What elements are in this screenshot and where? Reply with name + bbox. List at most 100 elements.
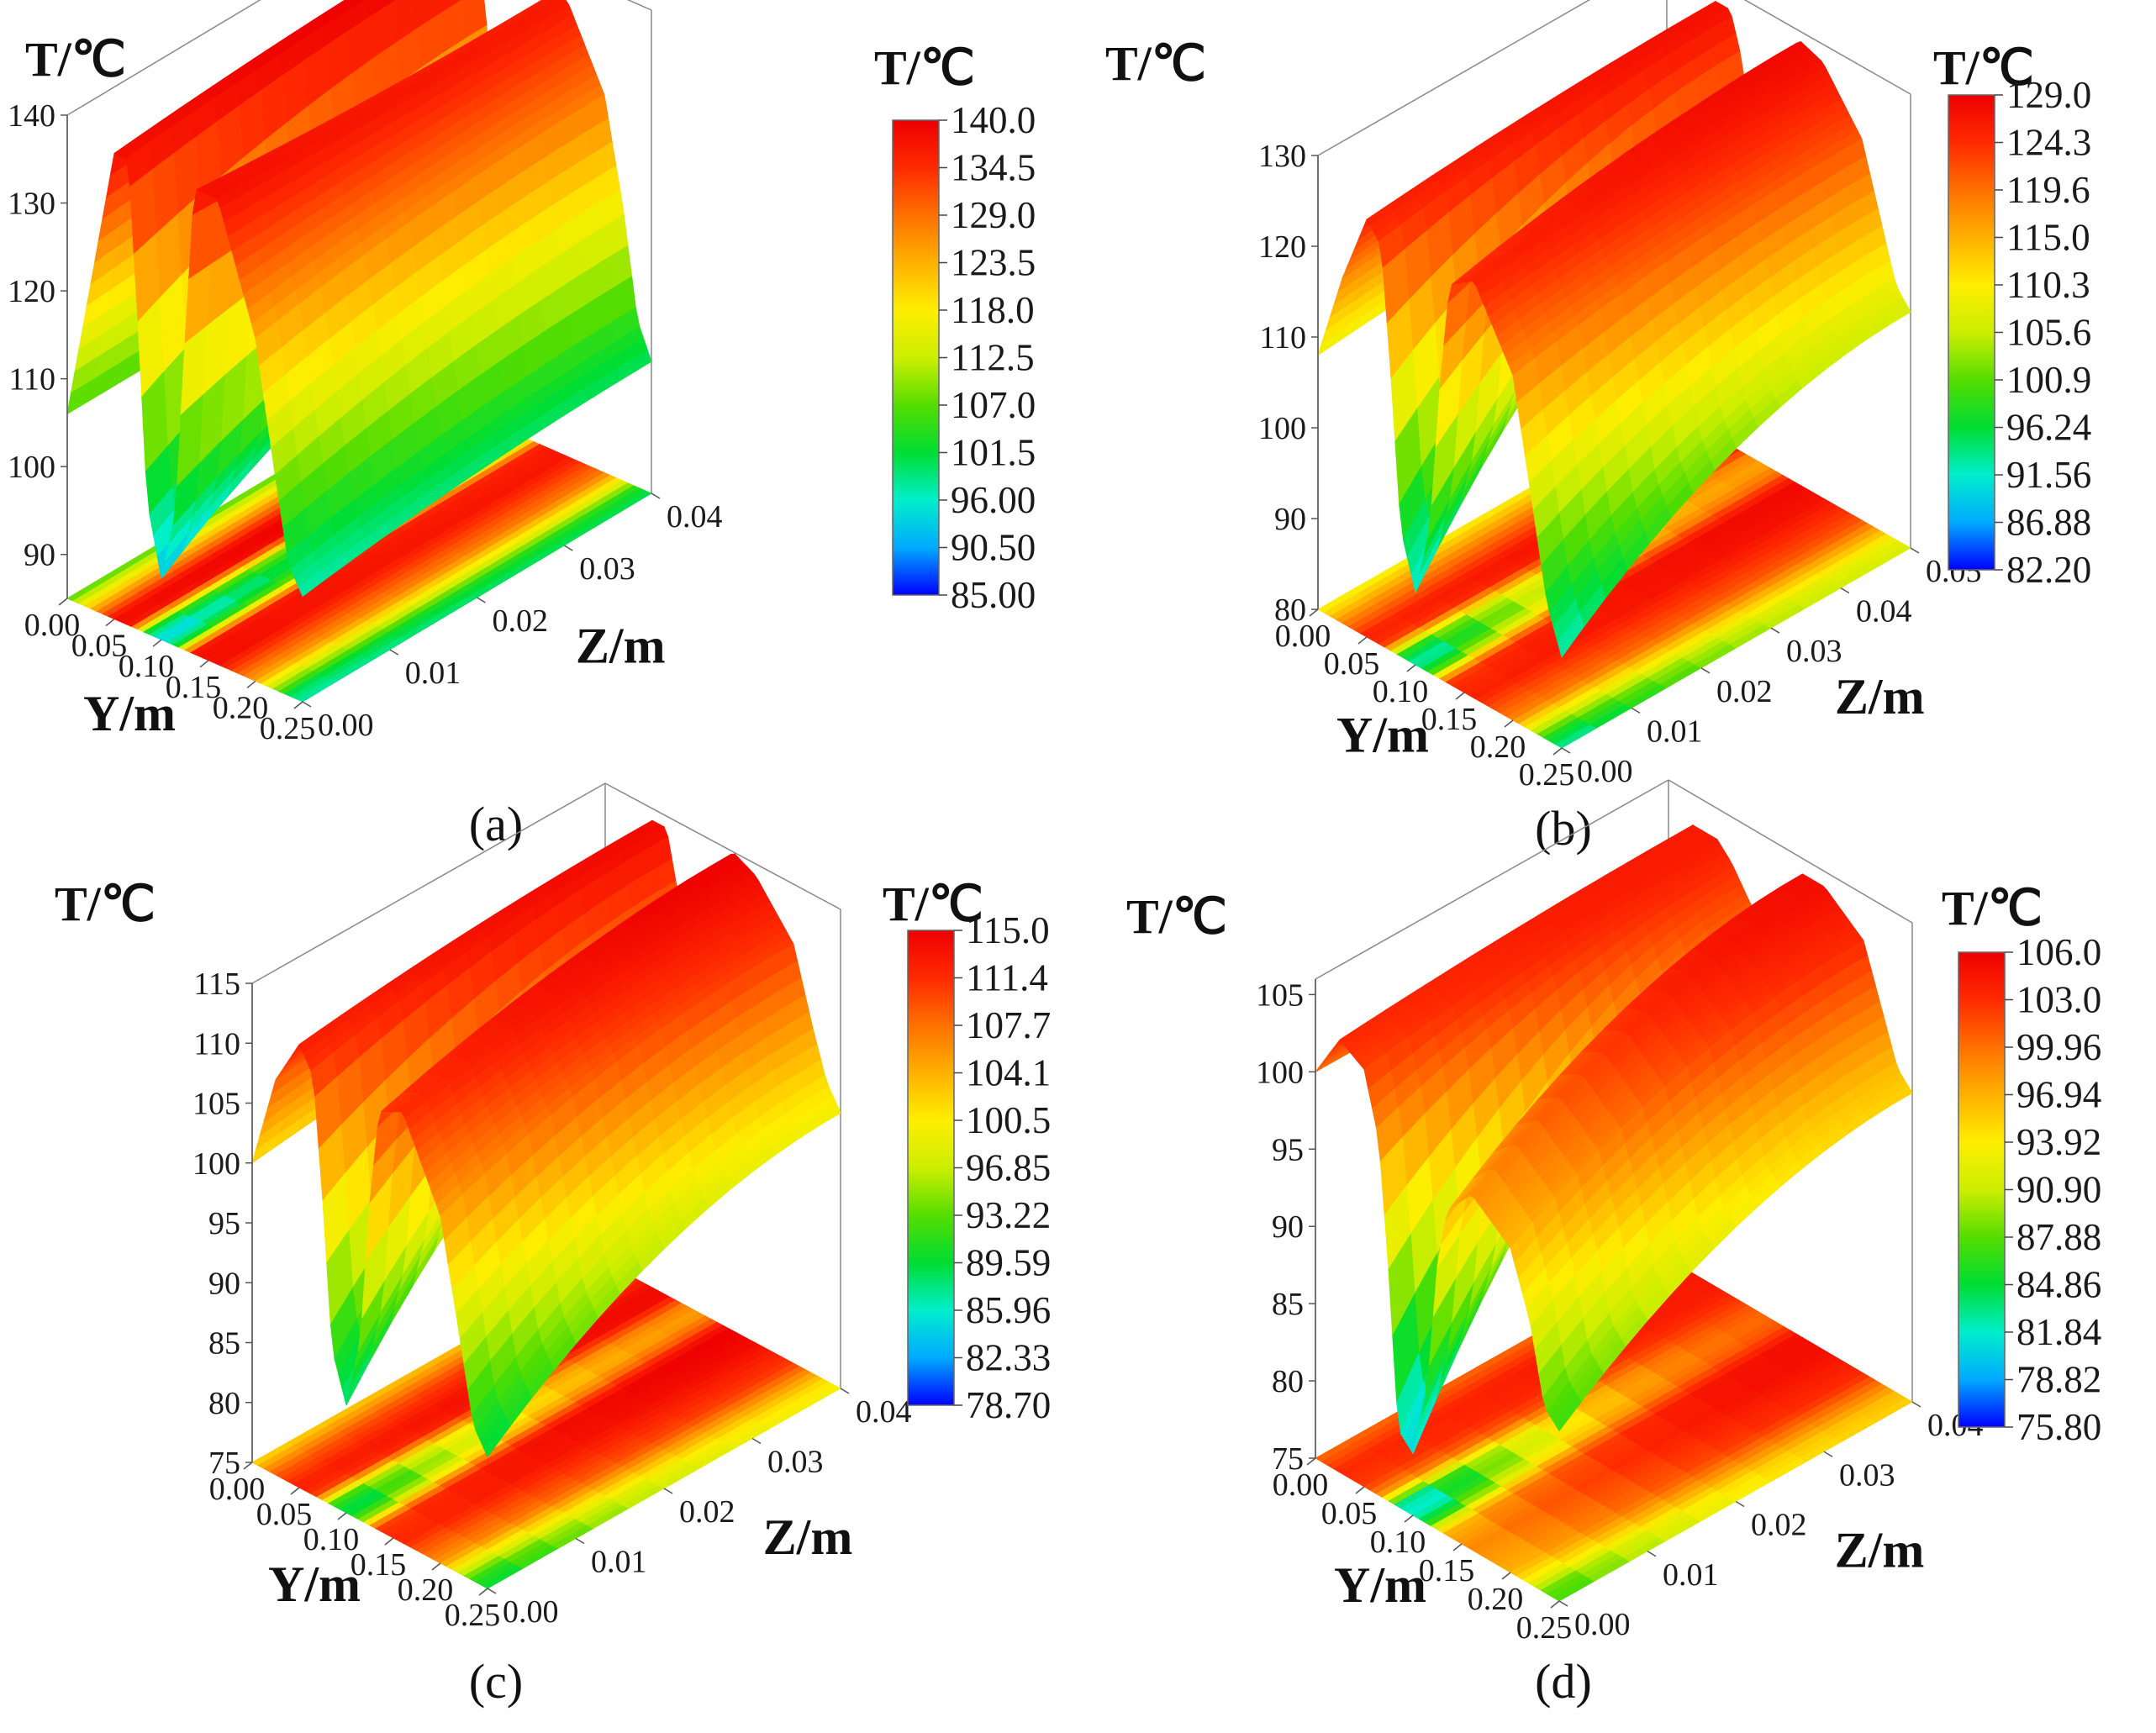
- colorbar-tick-label: 115.0: [966, 909, 1050, 951]
- colorbar-tick-label: 123.5: [951, 242, 1036, 284]
- z-tick-label: 90: [208, 1266, 240, 1301]
- depth-tick-mark: [563, 545, 573, 551]
- depth-tick-mark: [1910, 547, 1920, 554]
- colorbar: T/℃115.0111.4107.7104.1100.596.8593.2289…: [883, 877, 1051, 1426]
- y-tick-mark: [1504, 719, 1514, 728]
- z-tick-label: 140: [8, 98, 55, 134]
- depth-tick-mark: [1561, 747, 1571, 754]
- z-tick-label: 115: [193, 967, 240, 1002]
- z-tick-label: 85: [208, 1326, 240, 1362]
- z-axis-label: T/℃: [1105, 36, 1206, 91]
- y-tick-label: 0.20: [1470, 730, 1526, 765]
- colorbar-tick-label: 96.85: [966, 1147, 1051, 1189]
- depth-tick-label: 0.00: [503, 1594, 559, 1630]
- colorbar-tick-label: 85.96: [966, 1289, 1051, 1331]
- z-tick-label: 80: [208, 1386, 240, 1421]
- depth-tick-mark: [663, 1488, 673, 1494]
- depth-tick-mark: [477, 597, 486, 603]
- box-edge: [66, 0, 261, 116]
- depth-tick-label: 0.03: [1786, 634, 1842, 669]
- temperature-surface: [66, 0, 652, 598]
- z-tick-label: 130: [1258, 139, 1306, 174]
- colorbar-gradient: [907, 930, 955, 1406]
- colorbar: T/℃140.0134.5129.0123.5118.0112.5107.010…: [874, 40, 1036, 616]
- z-tick-label: 100: [8, 450, 55, 485]
- depth-tick-mark: [1631, 707, 1641, 714]
- colorbar-tick-label: 115.0: [2006, 217, 2090, 259]
- panel-label: (c): [469, 1654, 523, 1709]
- y-axis-label: Y/m: [268, 1557, 361, 1612]
- y-tick-label: 0.25: [1519, 757, 1575, 793]
- z-tick-label: 90: [1274, 502, 1306, 537]
- colorbar-tick-label: 107.7: [966, 1004, 1051, 1046]
- y-tick-mark: [431, 1562, 441, 1571]
- colorbar-gradient: [1948, 94, 1995, 571]
- colorbar-tick-label: 93.22: [966, 1194, 1051, 1236]
- depth-tick-label: 0.04: [856, 1394, 912, 1430]
- y-axis-label: Y/m: [1336, 708, 1429, 763]
- colorbar-tick-label: 110.3: [2006, 264, 2090, 306]
- chart-panel-d: 75808590951001050.000.050.100.150.200.25…: [1126, 779, 2101, 1709]
- colorbar-tick-label: 82.33: [966, 1337, 1051, 1379]
- colorbar-tick-label: 105.6: [2006, 312, 2091, 354]
- z-axis-label: T/℃: [55, 877, 156, 931]
- depth-tick-label: 0.00: [318, 708, 374, 743]
- y-axis-label: Y/m: [83, 686, 176, 741]
- chart-panel-b: 80901001101201300.000.050.100.150.200.25…: [1105, 0, 2091, 856]
- colorbar-tick-label: 91.56: [2006, 454, 2091, 496]
- colorbar-tick-label: 124.3: [2006, 122, 2091, 164]
- depth-tick-mark: [389, 649, 399, 656]
- y-tick-mark: [105, 619, 115, 627]
- y-tick-mark: [246, 680, 256, 688]
- z-tick-label: 110: [193, 1026, 240, 1061]
- depth-tick-label: 0.02: [493, 603, 549, 639]
- y-tick-mark: [1552, 747, 1563, 756]
- depth-tick-label: 0.01: [591, 1545, 647, 1580]
- colorbar-tick-label: 107.0: [951, 384, 1036, 426]
- depth-tick-label: 0.03: [579, 551, 635, 587]
- depth-tick-label: 0.00: [1577, 754, 1633, 789]
- colorbar-tick-label: 129.0: [2006, 74, 2091, 116]
- z-tick-label: 110: [8, 362, 55, 398]
- depth-tick-mark: [302, 701, 312, 708]
- y-tick-mark: [58, 598, 68, 606]
- y-tick-mark: [199, 660, 209, 668]
- depth-axis-label: Z/m: [763, 1509, 853, 1565]
- colorbar-tick-label: 78.70: [966, 1384, 1051, 1426]
- depth-tick-mark: [1700, 667, 1711, 674]
- z-tick-label: 110: [1259, 320, 1306, 356]
- y-tick-label: 0.25: [445, 1598, 501, 1633]
- y-tick-mark: [1357, 636, 1368, 645]
- y-tick-mark: [293, 701, 303, 709]
- colorbar-tick-label: 140.0: [951, 99, 1036, 141]
- y-tick-label: 0.25: [260, 711, 316, 746]
- y-tick-mark: [243, 1462, 253, 1470]
- depth-tick-label: 0.01: [1647, 714, 1703, 749]
- y-tick-label: 0.05: [1324, 646, 1380, 682]
- y-tick-label: 0.00: [1275, 619, 1331, 654]
- depth-axis-label: Z/m: [576, 619, 666, 674]
- depth-tick-mark: [1770, 627, 1780, 634]
- panel-label: (a): [469, 797, 523, 851]
- y-tick-mark: [384, 1537, 394, 1546]
- y-tick-mark: [337, 1512, 347, 1520]
- depth-tick-mark: [487, 1588, 497, 1594]
- colorbar-tick-label: 86.88: [2006, 502, 2091, 544]
- depth-tick-label: 0.02: [1716, 674, 1773, 709]
- colorbar: T/℃129.0124.3119.6115.0110.3105.6100.996…: [1933, 40, 2091, 591]
- z-tick-label: 120: [8, 274, 55, 309]
- colorbar-tick-label: 104.1: [966, 1052, 1051, 1094]
- z-tick-label: 100: [1258, 411, 1306, 446]
- colorbar-tick-label: 90.50: [951, 527, 1036, 569]
- colorbar-tick-label: 100.9: [2006, 359, 2091, 401]
- y-tick-mark: [1455, 692, 1465, 700]
- y-tick-mark: [1406, 664, 1416, 672]
- colorbar-tick-label: 129.0: [951, 194, 1036, 236]
- depth-tick-label: 0.02: [679, 1494, 735, 1530]
- y-tick-label: 0.10: [1373, 674, 1429, 709]
- z-tick-label: 90: [24, 538, 55, 573]
- colorbar-tick-label: 100.5: [966, 1099, 1051, 1141]
- depth-tick-label: 0.04: [1856, 594, 1912, 629]
